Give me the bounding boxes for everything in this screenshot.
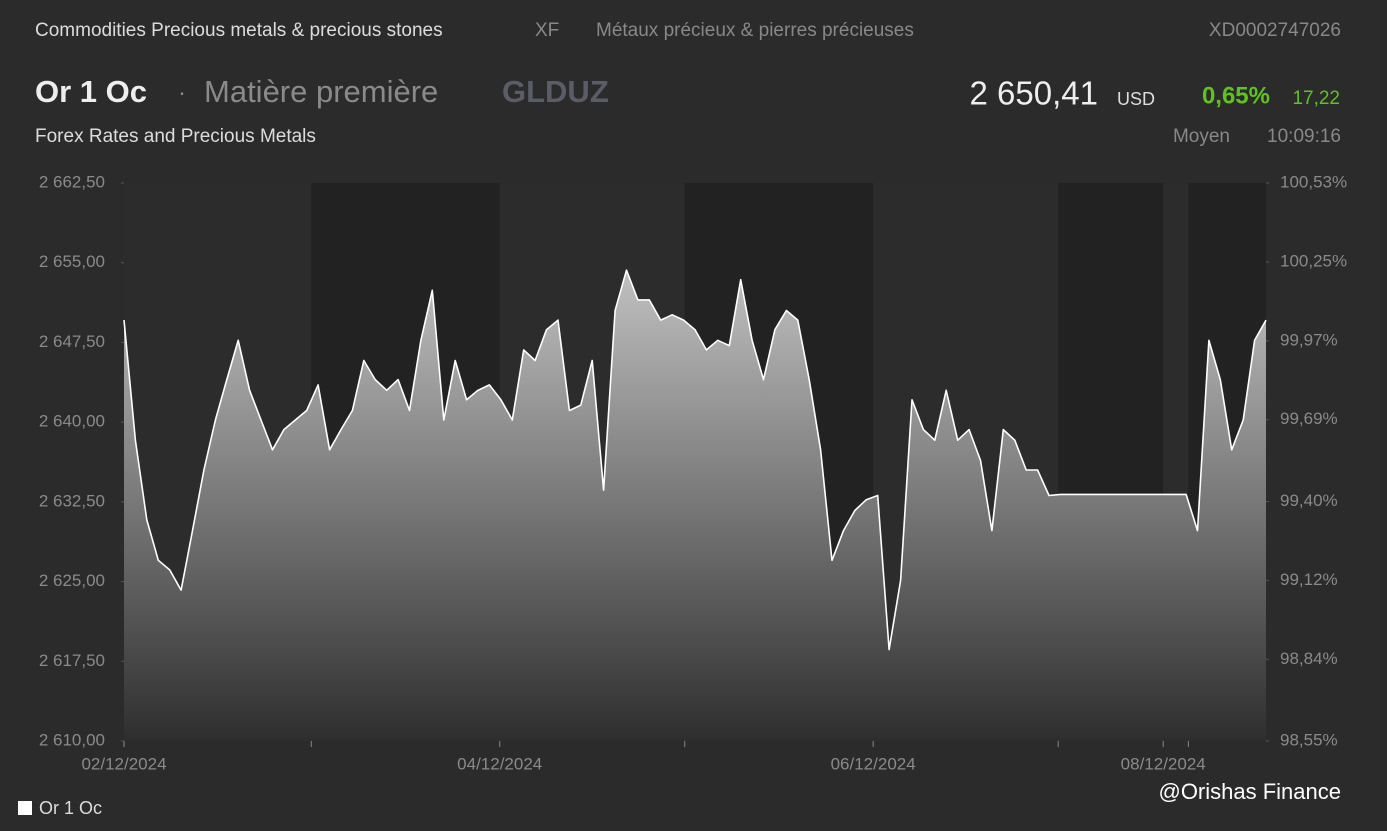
y-tick-label: 2 617,50 [39, 651, 105, 670]
x-tick-label: 02/12/2024 [81, 754, 166, 773]
legend-label[interactable]: Or 1 Oc [39, 798, 102, 818]
y2-tick-label: 100,53% [1280, 172, 1347, 191]
category-fr: Métaux précieux & pierres précieuses [596, 20, 914, 41]
y-tick-label: 2 662,50 [39, 172, 105, 191]
price: 2 650,41 [970, 75, 1098, 112]
x-tick-label: 04/12/2024 [457, 754, 542, 773]
x-tick-label: 08/12/2024 [1121, 754, 1206, 773]
instrument-name: Or 1 Oc [35, 74, 147, 109]
change-pct: 0,65% [1202, 82, 1270, 109]
watermark: @Orishas Finance [1158, 779, 1341, 804]
time: 10:09:16 [1267, 126, 1341, 147]
y2-tick-label: 99,40% [1280, 491, 1338, 510]
y-tick-label: 2 655,00 [39, 252, 105, 271]
y-tick-label: 2 632,50 [39, 491, 105, 510]
area-fill [124, 270, 1266, 741]
legend-swatch [18, 801, 32, 815]
category: Commodities Precious metals & precious s… [35, 20, 443, 41]
y2-tick-label: 99,97% [1280, 330, 1338, 349]
currency: USD [1117, 89, 1155, 109]
price-type: Moyen [1173, 126, 1230, 147]
y2-tick-label: 100,25% [1280, 251, 1347, 270]
x-tick-label: 06/12/2024 [831, 754, 916, 773]
y-tick-label: 2 625,00 [39, 571, 105, 590]
y2-tick-label: 99,12% [1280, 570, 1338, 589]
exchange: XF [535, 20, 559, 41]
y-tick-label: 2 647,50 [39, 332, 105, 351]
price-line [123, 269, 1267, 651]
isin: XD0002747026 [1209, 20, 1341, 41]
y-tick-label: 2 640,00 [39, 412, 105, 431]
y-tick-label: 2 610,00 [39, 730, 105, 749]
source: Forex Rates and Precious Metals [35, 126, 316, 147]
y2-tick-label: 99,69% [1280, 409, 1338, 428]
y2-tick-label: 98,84% [1280, 649, 1338, 668]
separator: · [178, 79, 186, 106]
ticker: GLDUZ [502, 74, 609, 109]
y2-tick-label: 98,55% [1280, 730, 1338, 749]
kind: Matière première [204, 74, 438, 109]
change: 17,22 [1292, 88, 1340, 109]
